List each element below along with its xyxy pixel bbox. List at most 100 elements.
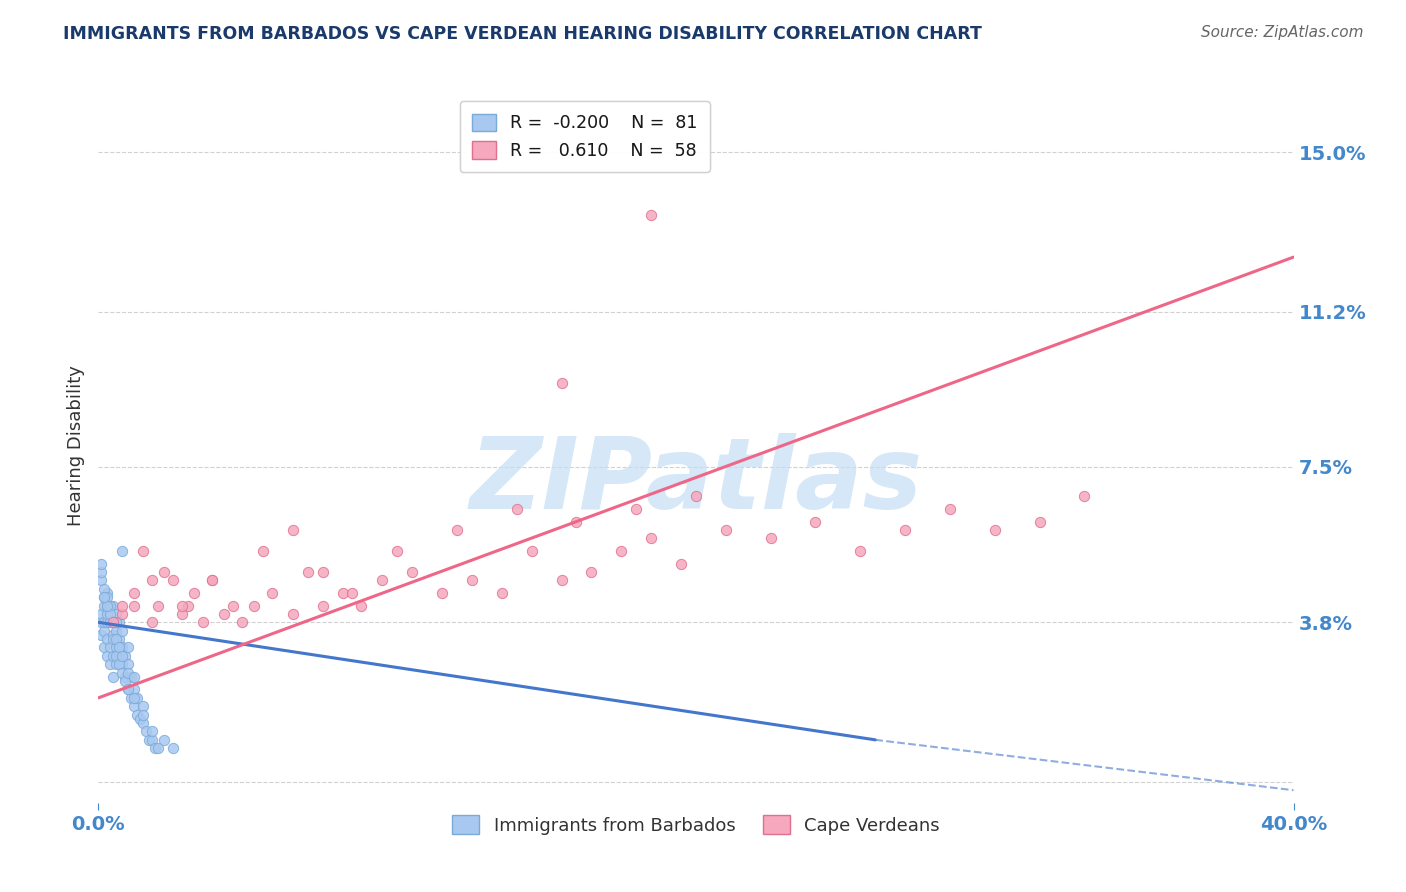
Point bbox=[243, 599, 266, 613]
Point bbox=[103, 648, 125, 663]
Point bbox=[124, 599, 146, 613]
Point bbox=[127, 707, 149, 722]
Point bbox=[105, 640, 128, 655]
Point bbox=[111, 624, 134, 638]
Point bbox=[153, 565, 176, 579]
Text: ZIPatlas: ZIPatlas bbox=[470, 434, 922, 530]
Point bbox=[153, 732, 176, 747]
Point bbox=[350, 599, 373, 613]
Point bbox=[804, 515, 827, 529]
Point bbox=[297, 565, 319, 579]
Point bbox=[177, 599, 200, 613]
Y-axis label: Hearing Disability: Hearing Disability bbox=[66, 366, 84, 526]
Point bbox=[669, 557, 692, 571]
Point bbox=[714, 523, 737, 537]
Point bbox=[108, 640, 131, 655]
Point bbox=[103, 615, 125, 630]
Point bbox=[103, 670, 125, 684]
Point bbox=[132, 699, 155, 714]
Point bbox=[120, 690, 142, 705]
Point bbox=[117, 682, 139, 697]
Point bbox=[105, 624, 128, 638]
Text: Source: ZipAtlas.com: Source: ZipAtlas.com bbox=[1201, 25, 1364, 40]
Point bbox=[332, 586, 354, 600]
Point bbox=[103, 599, 125, 613]
Point bbox=[401, 565, 423, 579]
Point bbox=[124, 670, 146, 684]
Point bbox=[96, 632, 118, 646]
Point bbox=[124, 699, 146, 714]
Point bbox=[93, 590, 115, 604]
Point bbox=[96, 599, 118, 613]
Point bbox=[281, 607, 304, 621]
Point bbox=[626, 502, 648, 516]
Point bbox=[281, 523, 304, 537]
Point bbox=[98, 599, 122, 613]
Point bbox=[98, 615, 122, 630]
Point bbox=[984, 523, 1007, 537]
Point bbox=[148, 599, 170, 613]
Point bbox=[252, 544, 274, 558]
Point bbox=[90, 628, 112, 642]
Point bbox=[103, 632, 125, 646]
Point bbox=[127, 690, 149, 705]
Point bbox=[550, 574, 572, 588]
Point bbox=[93, 624, 115, 638]
Point bbox=[124, 690, 146, 705]
Point bbox=[98, 615, 122, 630]
Point bbox=[90, 557, 112, 571]
Point bbox=[430, 586, 453, 600]
Point bbox=[135, 724, 157, 739]
Point bbox=[124, 682, 146, 697]
Point bbox=[311, 599, 333, 613]
Point bbox=[96, 586, 118, 600]
Point bbox=[111, 544, 134, 558]
Point bbox=[105, 615, 128, 630]
Point bbox=[117, 640, 139, 655]
Point bbox=[143, 741, 166, 756]
Point bbox=[117, 657, 139, 672]
Text: IMMIGRANTS FROM BARBADOS VS CAPE VERDEAN HEARING DISABILITY CORRELATION CHART: IMMIGRANTS FROM BARBADOS VS CAPE VERDEAN… bbox=[63, 25, 983, 43]
Point bbox=[138, 732, 160, 747]
Point bbox=[222, 599, 245, 613]
Point bbox=[141, 732, 163, 747]
Point bbox=[105, 657, 128, 672]
Point bbox=[98, 640, 122, 655]
Point bbox=[581, 565, 603, 579]
Point bbox=[96, 615, 118, 630]
Point bbox=[129, 712, 152, 726]
Point bbox=[640, 532, 662, 546]
Point bbox=[93, 582, 115, 596]
Point bbox=[849, 544, 872, 558]
Point bbox=[114, 670, 136, 684]
Point bbox=[111, 648, 134, 663]
Point bbox=[90, 574, 112, 588]
Point bbox=[108, 615, 131, 630]
Point bbox=[162, 741, 184, 756]
Point bbox=[117, 682, 139, 697]
Point bbox=[201, 574, 224, 588]
Point bbox=[759, 532, 782, 546]
Point bbox=[117, 665, 139, 680]
Point bbox=[111, 640, 134, 655]
Point bbox=[96, 599, 118, 613]
Point bbox=[939, 502, 962, 516]
Point bbox=[371, 574, 394, 588]
Point bbox=[98, 657, 122, 672]
Point bbox=[385, 544, 409, 558]
Point bbox=[96, 648, 118, 663]
Point bbox=[491, 586, 513, 600]
Point bbox=[141, 724, 163, 739]
Point bbox=[114, 674, 136, 689]
Point bbox=[93, 615, 115, 630]
Point bbox=[212, 607, 235, 621]
Point bbox=[311, 565, 333, 579]
Point bbox=[461, 574, 484, 588]
Point bbox=[1028, 515, 1050, 529]
Point bbox=[148, 741, 170, 756]
Point bbox=[103, 615, 125, 630]
Point bbox=[108, 657, 131, 672]
Point bbox=[111, 657, 134, 672]
Point bbox=[114, 648, 136, 663]
Point bbox=[172, 599, 194, 613]
